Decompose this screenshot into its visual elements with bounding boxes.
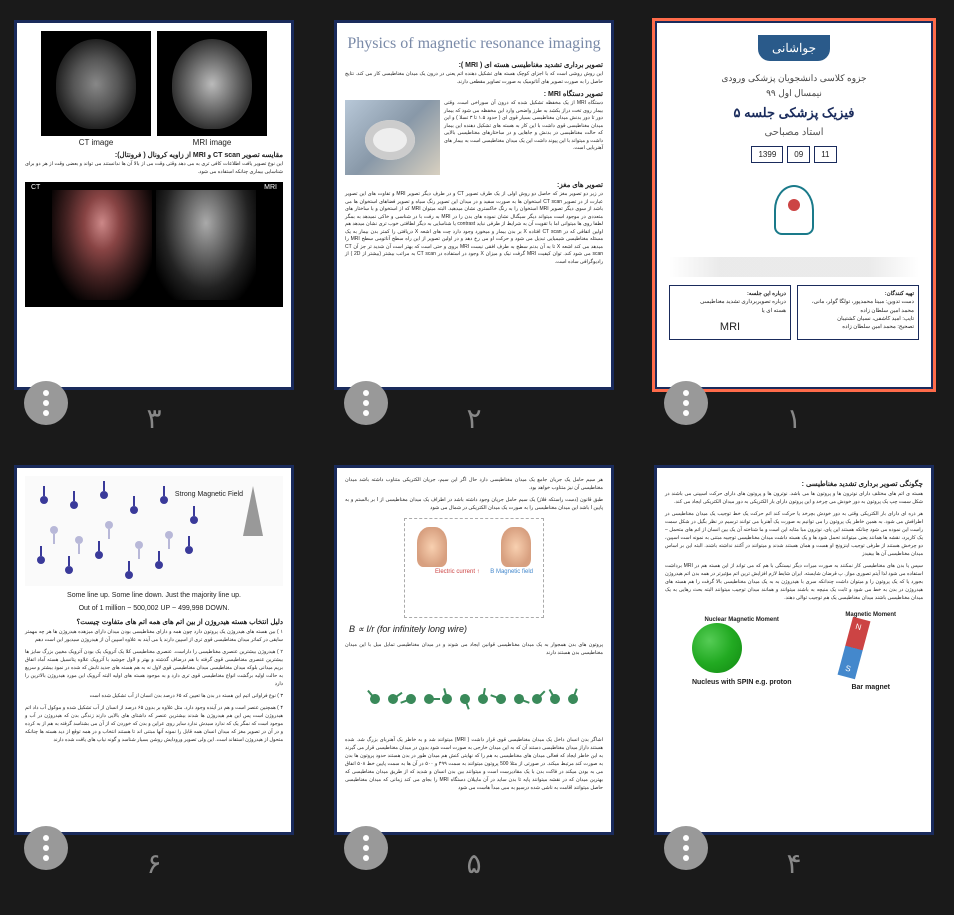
list-item: ۲ ) هیدروژن بیشترین عنصری مغناطیسی را دا… (25, 648, 283, 688)
info-box-left: درباره این جلسه: درباره تصویربرداری تشدی… (669, 285, 791, 340)
hand-icon (501, 527, 531, 567)
page-thumbnail-2[interactable]: Physics of magnetic resonance imaging تص… (334, 20, 614, 390)
date-boxes: 1399 09 11 (669, 146, 919, 163)
body-text: اشاگر بدن انسان داخل یک میدان مغناطیسی ق… (345, 736, 603, 792)
info-box-right: تهیه کنندگان: دست تدوین: مبینا محمدپور، … (797, 285, 919, 340)
align-caption-2: Out of 1 million ~ 500,002 UP ~ 499,998 … (25, 605, 283, 612)
page-wrap-5: هر سیم حامل یک جریان جامع یک میدان مغناط… (334, 465, 614, 880)
body-text: هر سیم حامل یک جریان جامع یک میدان مغناط… (345, 476, 603, 492)
compare-text: این نوع تصویر یافت اطلاعات کافی تری به م… (25, 161, 283, 176)
ct-tag: CT (31, 184, 40, 191)
nucleus-col: Nuclear Magnetic Moment Nucleus with SPI… (692, 617, 792, 686)
ct-label: CT image (41, 138, 151, 147)
bar-label: Bar magnet (845, 684, 896, 691)
instructor: استاد مصباحی (669, 127, 919, 138)
section-heading: تصویر دستگاه MRI : (345, 90, 603, 98)
page-wrap-2: Physics of magnetic resonance imaging تص… (334, 20, 614, 435)
compare-heading: مقایسه تصویر CT scan و MRI از زاویه کرون… (25, 151, 283, 159)
page-menu-button[interactable] (24, 826, 68, 870)
page-number-6: ۶ (146, 847, 161, 880)
mri-torso-image (156, 190, 256, 300)
info-boxes: تهیه کنندگان: دست تدوین: مبینا محمدپور، … (669, 285, 919, 340)
align-caption-1: Some line up. Some line down. Just the m… (25, 592, 283, 599)
page-wrap-4: چگونگی تصویر برداری تشدید مغناطیسی : هست… (654, 465, 934, 880)
magnetic-diagram: Nuclear Magnetic Moment Nucleus with SPI… (665, 612, 923, 691)
body-text: هر ذره ای دارای بار الکتریکی وقتی به دور… (665, 510, 923, 558)
list-item: ۳ ) نوع فراوانی اتیم این هسته در بدن ها … (25, 692, 283, 700)
page-wrap-1: جواشانی جزوه کلاسی دانشجویان پزشکی ورودی… (654, 20, 934, 435)
page-number-5: ۵ (466, 847, 481, 880)
body-text: پروتون های بدن همجوار به یک میدان مغناطی… (345, 641, 603, 657)
date-year: 1399 (751, 146, 783, 163)
hand-icon (417, 527, 447, 567)
page-thumbnail-5[interactable]: هر سیم حامل یک جریان جامع یک میدان مغناط… (334, 465, 614, 835)
mri-tag: MRI (264, 184, 277, 191)
page-menu-button[interactable] (24, 381, 68, 425)
body-text: هسته ی اتم های مختلف دارای نوترون ها و پ… (665, 490, 923, 506)
ct-brain-image (41, 31, 151, 136)
ct-scan-col: CT image (41, 31, 151, 147)
subtitle-2: نیمسال اول ۹۹ (669, 88, 919, 99)
mri-machine-photo (345, 100, 440, 175)
body-scan-row: CT MRI (25, 182, 283, 307)
body-text: در زیر دو تصویر مغز که حاصل دو روش اولی … (345, 191, 603, 266)
section-heading: تصویر برداری تشدید مغناطیسی هسته ای ( MR… (345, 61, 603, 69)
page-menu-button[interactable] (344, 826, 388, 870)
wave-decoration (669, 257, 919, 277)
page2-title: Physics of magnetic resonance imaging (345, 35, 603, 53)
body-text: طبق قانون (دست راستکه فلاز) یک سیم حامل … (345, 496, 603, 512)
ct-torso-image (52, 190, 152, 300)
page-thumbnail-4[interactable]: چگونگی تصویر برداری تشدید مغناطیسی : هست… (654, 465, 934, 835)
date-day: 11 (814, 146, 836, 163)
body-text: این روش روشی است که با اجزای کوچک هسته ه… (345, 71, 603, 86)
bar-magnet-icon (838, 617, 871, 680)
page-thumbnail-3[interactable]: CT image MRI image مقایسه تصویر CT scan … (14, 20, 294, 390)
page-number-3: ۳ (146, 402, 161, 435)
logo-area (764, 175, 824, 245)
thumbnail-grid: جواشانی جزوه کلاسی دانشجویان پزشکی ورودی… (20, 20, 934, 880)
mri-label: MRI image (157, 138, 267, 147)
mri-scan-col: MRI image (157, 31, 267, 147)
subtitle-1: جزوه کلاسی دانشجویان پزشکی ورودی (669, 73, 919, 84)
page-menu-button[interactable] (344, 381, 388, 425)
page-thumbnail-6[interactable]: Strong Magnetic Field Some line up (14, 465, 294, 835)
alignment-diagram: Strong Magnetic Field (25, 476, 283, 586)
body-text: سپس یا بدن های مغناطیسی کار نمکنند به صو… (665, 562, 923, 602)
magnet-col: Magnetic Moment Bar magnet (845, 612, 896, 691)
banner: جواشانی (758, 35, 830, 61)
list-item: ۴ ) همچنین عنصر است و هم در آینده وجود د… (25, 704, 283, 744)
page-number-2: ۲ (466, 402, 481, 435)
page-number-4: ۴ (786, 847, 801, 880)
mri-brain-image (157, 31, 267, 136)
page-thumbnail-1[interactable]: جواشانی جزوه کلاسی دانشجویان پزشکی ورودی… (654, 20, 934, 390)
field-arrow-icon (243, 486, 263, 536)
section-heading: دلیل انتخاب هسته هیدروژن از بین اتم های … (25, 618, 283, 626)
brain-scan-row: CT image MRI image (25, 31, 283, 147)
section-heading: چگونگی تصویر برداری تشدید مغناطیسی : (665, 480, 923, 488)
page-wrap-3: CT image MRI image مقایسه تصویر CT scan … (14, 20, 294, 435)
page-menu-button[interactable] (664, 826, 708, 870)
formula: B ∝ I/r (for infinitely long wire) (349, 624, 599, 635)
field-label: Strong Magnetic Field (175, 491, 243, 498)
date-month: 09 (787, 146, 810, 163)
right-hand-rule-diagram: Electric current ↑ B Magnetic field (404, 518, 544, 618)
page-menu-button[interactable] (664, 381, 708, 425)
spin-field-diagram (345, 661, 603, 736)
page-number-1: ۱ (786, 402, 801, 435)
main-title: فیزیک پزشکی جلسه ۵ (669, 105, 919, 121)
list-item: ۱ ) بین هسته های هیدروژن یک پروتون دارد … (25, 628, 283, 644)
nucleus-label: Nucleus with SPIN e.g. proton (692, 679, 792, 686)
university-logo-icon (774, 185, 814, 235)
page-wrap-6: Strong Magnetic Field Some line up (14, 465, 294, 880)
section-heading: تصویر های مغز: (345, 181, 603, 189)
nucleus-icon (692, 623, 742, 673)
